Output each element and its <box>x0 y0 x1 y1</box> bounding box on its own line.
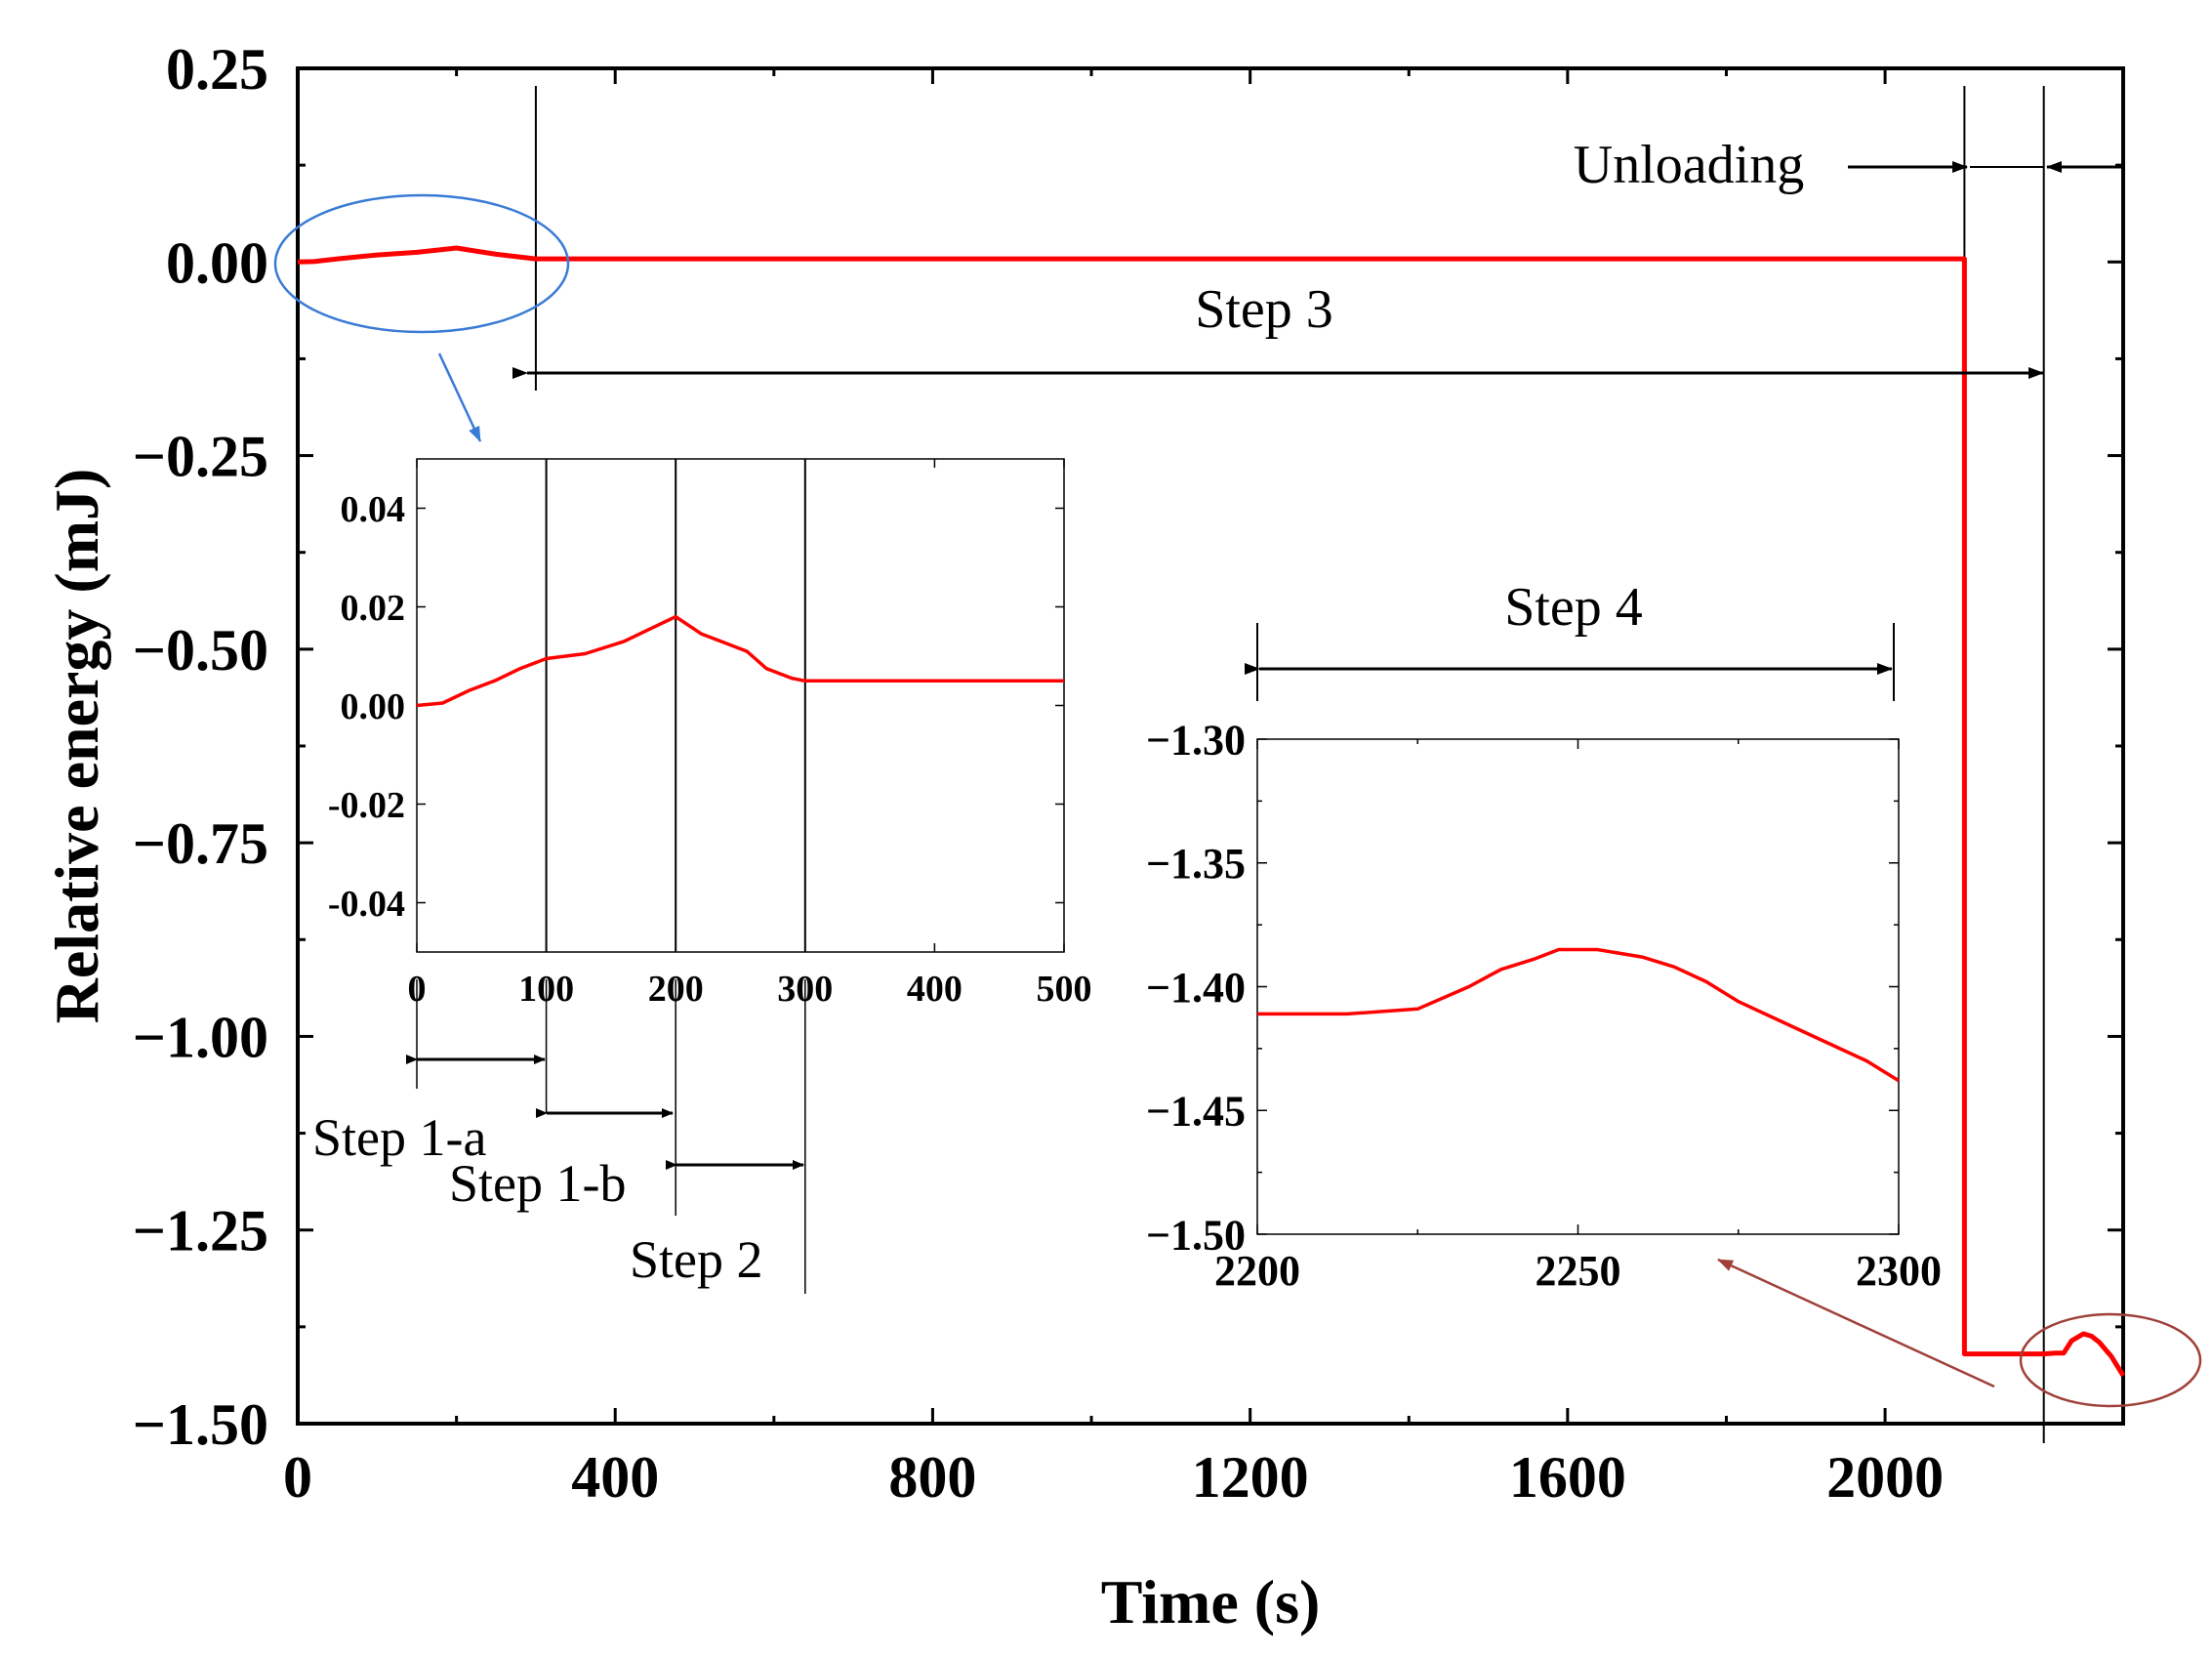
inset-left-series-line <box>416 614 1064 708</box>
y-tick-label: −1.35 <box>1146 840 1246 888</box>
inset-left-frame <box>416 458 1065 953</box>
main-chart: 0 400 800 1200 1600 2000 0.25 0.00 −0.25 −0.50 −0.… <box>42 37 2202 1636</box>
x-tick-label: 400 <box>571 1445 659 1510</box>
y-tick-label: 0.02 <box>341 588 406 629</box>
unloading-label: Unloading <box>1574 135 1804 195</box>
x-tick-label: 2000 <box>1826 1445 1944 1510</box>
y-tick-label: -0.02 <box>328 785 405 826</box>
step3-label: Step 3 <box>1195 279 1333 340</box>
x-tick-label: 2250 <box>1536 1247 1621 1295</box>
y-tick-label: −1.30 <box>1146 716 1246 764</box>
callout-ellipse-start <box>273 193 570 334</box>
x-tick-label: 500 <box>1037 969 1092 1010</box>
main-tick-labels: 0 400 800 1200 1600 2000 0.25 0.00 −0.25 −0.50 −0.… <box>133 37 1944 1510</box>
callout-ellipse-end <box>2019 1312 2202 1408</box>
y-tick-label: −1.00 <box>133 1005 268 1069</box>
y-tick-label: −1.50 <box>1146 1211 1246 1259</box>
x-tick-label: 0 <box>283 1445 312 1510</box>
y-tick-label: 0.00 <box>341 686 406 727</box>
inset-right-tick-labels: 2200 2250 2300 −1.30 −1.35 −1.40 −1.45 −1.50 <box>1146 716 1942 1295</box>
inset-left-step-markers <box>416 459 806 1294</box>
y-tick-label: 0.04 <box>341 489 406 530</box>
main-ticks <box>296 66 2123 1426</box>
inset-right-series-line <box>1257 947 1900 1083</box>
step2-label: Step 2 <box>630 1230 763 1289</box>
y-tick-label: 0.25 <box>166 37 268 102</box>
y-tick-label: −0.25 <box>133 425 268 489</box>
main-series-line <box>297 245 2126 1378</box>
y-tick-label: −1.45 <box>1146 1088 1246 1136</box>
inset-right-ticks <box>1256 738 1900 1235</box>
inset-right-frame <box>1256 738 1900 1235</box>
y-tick-label: −0.75 <box>133 811 268 876</box>
x-tick-label: 2200 <box>1214 1247 1300 1295</box>
y-tick-label: −0.50 <box>133 618 268 683</box>
x-tick-label: 1200 <box>1192 1445 1309 1510</box>
x-tick-label: 2300 <box>1856 1247 1942 1295</box>
step4-label: Step 4 <box>1504 577 1643 638</box>
x-axis-label: Time (s) <box>1101 1567 1321 1636</box>
y-tick-label: 0.00 <box>166 230 268 295</box>
step1b-label: Step 1-b <box>449 1154 627 1213</box>
y-tick-label: −1.40 <box>1146 964 1246 1012</box>
x-tick-label: 400 <box>907 969 963 1010</box>
y-tick-label: -0.04 <box>328 884 405 925</box>
y-tick-label: −1.50 <box>133 1392 268 1457</box>
inset-right-chart: 2200 2250 2300 −1.30 −1.35 −1.40 −1.45 −1.50 St… <box>1146 577 1942 1295</box>
y-axis-label: Relative energy (mJ) <box>42 469 111 1024</box>
callout-arrow-end <box>1717 1258 1995 1388</box>
x-tick-label: 800 <box>888 1445 976 1510</box>
y-tick-label: −1.25 <box>133 1199 268 1263</box>
x-tick-label: 1600 <box>1509 1445 1626 1510</box>
step1a-label: Step 1-a <box>312 1108 486 1167</box>
callout-arrow-start <box>437 352 482 442</box>
